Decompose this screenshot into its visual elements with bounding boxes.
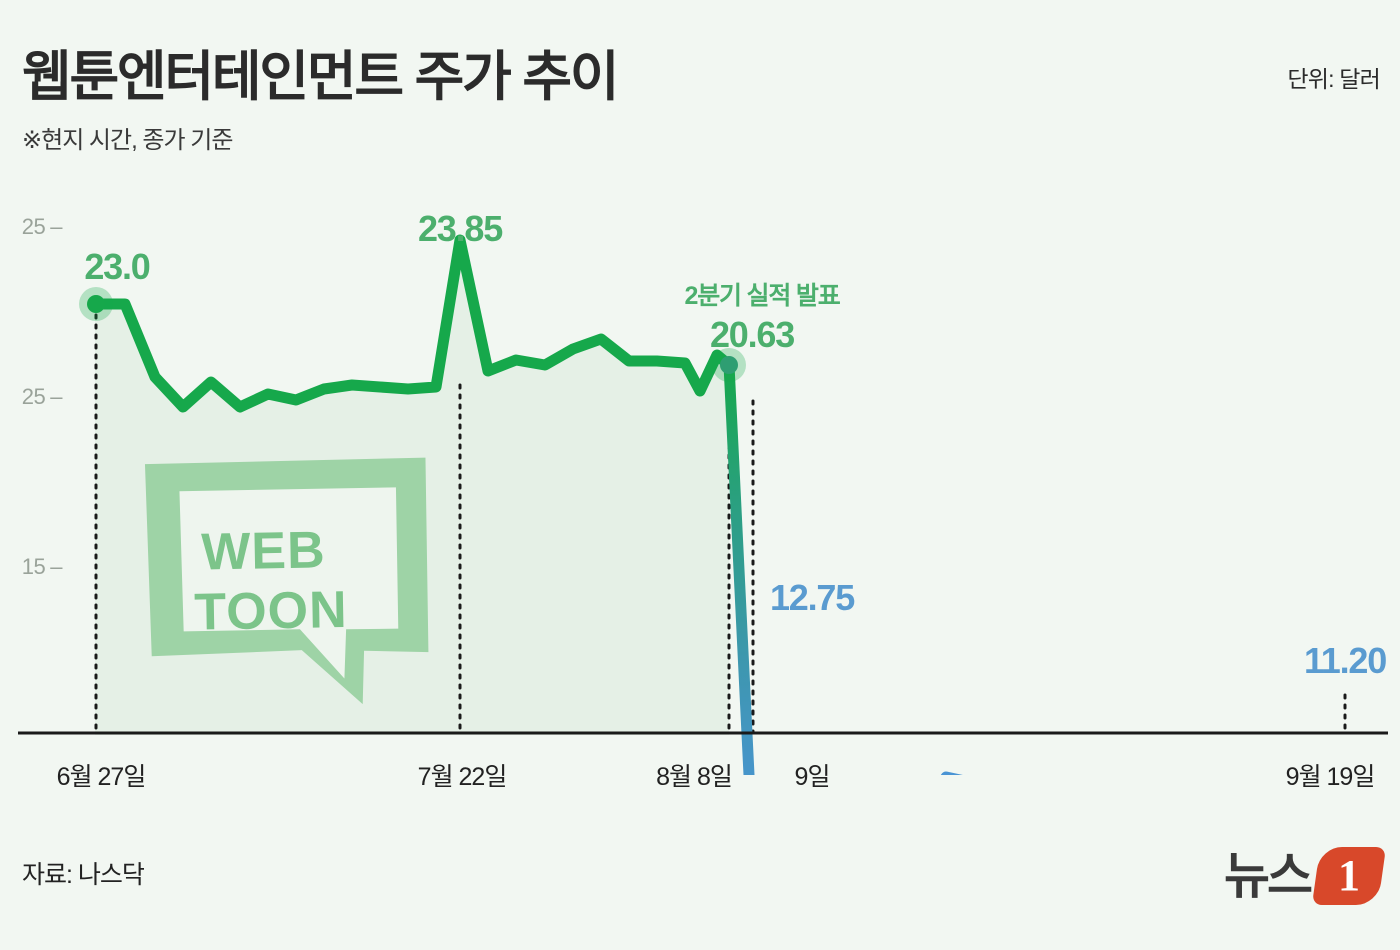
chart-plot-area: WEB TOON: [0, 175, 1400, 775]
blue-area-fill: [751, 735, 1345, 775]
svg-text:WEB: WEB: [201, 521, 326, 581]
webtoon-watermark: WEB TOON: [144, 457, 429, 705]
data-point-markers: [79, 287, 746, 382]
chart-subtitle: ※현지 시간, 종가 기준: [22, 127, 233, 154]
chart-header: 웹툰엔터테인먼트 주가 추이 ※현지 시간, 종가 기준 단위: 달러: [0, 0, 1400, 175]
x-axis-tick-0: 6월 27일: [56, 763, 147, 791]
news1-logo-mark-digit: 1: [1338, 851, 1360, 900]
series-line-green: [89, 234, 735, 413]
point-label-23-0: 23.0: [84, 246, 150, 287]
source-label: 자료: 나스닥: [22, 861, 145, 889]
news1-logo-text: 뉴스: [1224, 848, 1313, 904]
point-label-12-75: 12.75: [769, 577, 855, 618]
y-axis-tick-2: 15–: [21, 554, 63, 579]
news1-logo: 뉴스 1: [1224, 840, 1387, 912]
x-axis-tick-3: 9일: [794, 763, 831, 791]
series-drop-segment: [723, 359, 755, 775]
x-axis-tick-2: 8월 8일: [656, 763, 733, 791]
point-label-23-85: 23.85: [417, 208, 503, 249]
y-axis-tick-0: 25–: [21, 214, 63, 239]
y-axis-tick-1: 25–: [21, 384, 63, 409]
news1-logo-mark: 1: [1311, 847, 1387, 905]
x-axis-tick-4: 9월 19일: [1285, 763, 1376, 791]
earnings-annotation: 2분기 실적 발표: [684, 282, 841, 310]
chart-unit-label: 단위: 달러: [1287, 66, 1380, 92]
point-label-11-20: 11.20: [1303, 640, 1387, 681]
x-axis-tick-1: 7월 22일: [417, 763, 508, 791]
svg-text:TOON: TOON: [194, 581, 348, 642]
line-chart-svg: WEB TOON: [18, 234, 1388, 775]
point-label-20-63: 20.63: [709, 314, 795, 355]
page-title: 웹툰엔터테인먼트 주가 추이: [22, 47, 620, 107]
